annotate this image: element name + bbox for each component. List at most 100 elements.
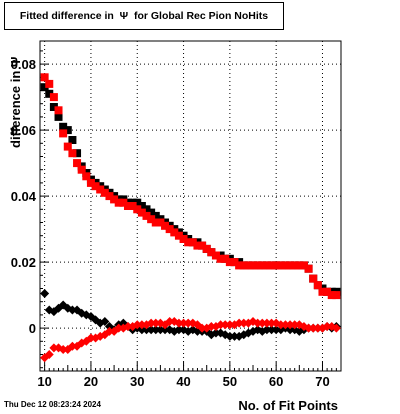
- data-point-series-4: [114, 323, 124, 333]
- data-point-series-1: [40, 83, 49, 92]
- data-point-series-2: [40, 73, 49, 82]
- data-point-series-4: [308, 323, 318, 333]
- x-tick-label: 50: [223, 374, 237, 389]
- data-point-series-2: [290, 261, 299, 270]
- data-point-series-4: [267, 318, 277, 328]
- data-point-series-4: [183, 318, 193, 328]
- data-point-series-3: [67, 305, 77, 315]
- data-point-series-4: [313, 323, 323, 333]
- data-point-series-2: [323, 287, 332, 296]
- data-point-series-3: [151, 325, 161, 335]
- data-point-series-2: [202, 244, 211, 253]
- data-point-series-2: [59, 129, 68, 138]
- data-point-series-2: [100, 188, 109, 197]
- data-point-series-4: [123, 321, 133, 331]
- data-point-series-3: [211, 328, 221, 338]
- plot-frame: [39, 40, 342, 372]
- data-point-series-4: [322, 321, 332, 331]
- data-point-series-1: [54, 112, 63, 121]
- data-point-series-4: [225, 320, 235, 330]
- data-point-series-4: [86, 333, 96, 343]
- data-point-series-2: [110, 195, 119, 204]
- data-point-series-4: [276, 320, 286, 330]
- data-point-series-1: [142, 205, 151, 214]
- data-point-series-2: [142, 211, 151, 220]
- data-point-series-2: [151, 218, 160, 227]
- data-point-series-2: [221, 254, 230, 263]
- data-point-series-2: [77, 165, 86, 174]
- data-point-series-2: [91, 182, 100, 191]
- data-point-series-4: [239, 318, 249, 328]
- data-point-series-4: [137, 320, 147, 330]
- data-point-series-3: [285, 325, 295, 335]
- data-point-series-1: [151, 211, 160, 220]
- y-tick-label: 0.06: [11, 123, 36, 138]
- data-point-series-3: [160, 325, 170, 335]
- data-point-series-2: [327, 291, 336, 300]
- data-point-series-3: [271, 325, 281, 335]
- data-point-series-4: [49, 343, 59, 353]
- y-tick-label: 0: [29, 321, 36, 336]
- data-point-series-3: [40, 288, 50, 298]
- data-point-series-4: [58, 345, 68, 355]
- y-tick-label: 0.08: [11, 57, 36, 72]
- x-tick-label: 20: [84, 374, 98, 389]
- data-point-series-3: [100, 317, 110, 326]
- data-point-series-2: [114, 198, 123, 207]
- y-tick-label: 0.02: [11, 255, 36, 270]
- data-point-series-2: [216, 254, 225, 263]
- data-point-series-3: [174, 325, 184, 335]
- data-point-series-4: [132, 320, 142, 330]
- data-point-series-2: [147, 215, 156, 224]
- data-point-series-2: [82, 172, 91, 181]
- data-point-series-2: [239, 261, 248, 270]
- data-point-series-2: [45, 79, 54, 88]
- data-point-series-4: [285, 320, 295, 330]
- data-point-series-2: [156, 218, 165, 227]
- data-point-series-2: [68, 149, 77, 158]
- data-point-series-2: [54, 106, 63, 115]
- data-point-series-4: [234, 318, 244, 328]
- data-point-series-2: [211, 251, 220, 260]
- data-point-series-1: [133, 198, 142, 207]
- x-axis-label: No. of Fit Points: [238, 398, 338, 413]
- data-point-series-2: [309, 274, 318, 283]
- data-point-series-3: [262, 325, 272, 335]
- data-point-series-2: [170, 228, 179, 237]
- data-point-series-4: [44, 350, 54, 359]
- data-point-series-2: [267, 261, 276, 270]
- data-point-series-2: [105, 192, 114, 201]
- data-point-series-2: [235, 261, 244, 270]
- data-point-series-2: [318, 287, 327, 296]
- chart-title: Fitted difference in Ψ for Global Rec Pi…: [4, 2, 284, 30]
- data-point-series-1: [68, 136, 77, 144]
- data-point-series-4: [174, 318, 184, 328]
- data-point-series-1: [49, 103, 58, 111]
- data-point-series-4: [280, 320, 290, 330]
- data-point-series-2: [253, 261, 262, 270]
- data-point-series-1: [59, 122, 68, 131]
- data-point-series-3: [225, 331, 235, 341]
- data-point-series-2: [198, 241, 207, 250]
- data-point-series-1: [45, 89, 54, 98]
- data-point-series-2: [244, 261, 253, 270]
- y-tick-label: 0.04: [11, 189, 37, 204]
- data-point-series-2: [137, 208, 146, 217]
- data-point-series-3: [155, 325, 165, 335]
- data-point-series-2: [304, 264, 313, 273]
- data-point-series-4: [257, 318, 267, 328]
- y-axis-label: difference in Ψ: [8, 57, 23, 148]
- x-tick-label: 40: [176, 374, 190, 389]
- data-point-series-2: [179, 235, 188, 243]
- data-point-series-2: [165, 225, 174, 234]
- data-point-series-2: [161, 221, 170, 230]
- data-point-series-2: [174, 231, 183, 240]
- data-point-series-2: [193, 241, 202, 250]
- data-point-series-4: [67, 341, 77, 351]
- data-point-series-2: [272, 261, 281, 270]
- data-point-series-2: [49, 93, 58, 102]
- data-point-series-3: [267, 325, 277, 335]
- data-point-series-2: [207, 248, 216, 257]
- data-point-series-2: [63, 142, 72, 151]
